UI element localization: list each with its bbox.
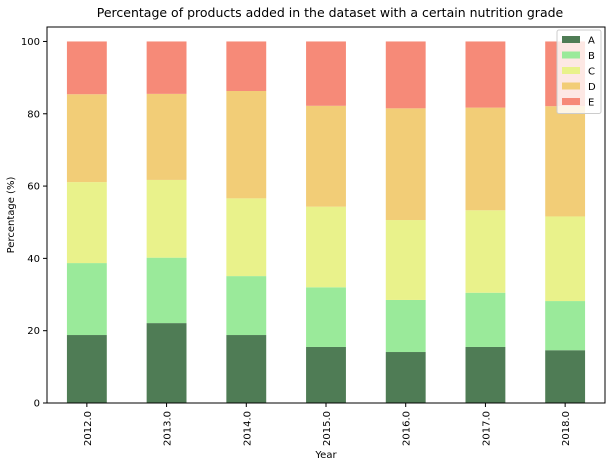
bar-B-2012.0 — [66, 263, 107, 336]
bar-C-2015.0 — [306, 206, 346, 288]
legend-label-A: A — [588, 36, 595, 47]
bar-C-2013.0 — [146, 179, 187, 258]
bar-B-2014.0 — [226, 276, 267, 336]
x-axis-label: Year — [314, 450, 337, 461]
bar-B-2015.0 — [306, 287, 346, 347]
bar-E-2013.0 — [146, 41, 187, 94]
bar-D-2017.0 — [465, 107, 506, 211]
bar-C-2012.0 — [66, 182, 107, 264]
legend-swatch-B — [562, 51, 580, 59]
bar-B-2013.0 — [146, 257, 187, 324]
x-tick-label-2017.0: 2017.0 — [481, 411, 492, 446]
bar-D-2016.0 — [385, 108, 426, 221]
bar-B-2018.0 — [545, 301, 586, 351]
legend-label-B: B — [588, 51, 595, 62]
bar-D-2015.0 — [306, 105, 346, 207]
bar-C-2016.0 — [385, 220, 426, 300]
chart-title: Percentage of products added in the data… — [97, 5, 564, 20]
bar-C-2014.0 — [226, 198, 267, 277]
bar-E-2012.0 — [66, 41, 107, 95]
bar-A-2018.0 — [545, 350, 586, 403]
plot-frame — [46, 26, 606, 404]
bar-A-2013.0 — [146, 323, 187, 403]
bar-C-2018.0 — [545, 216, 586, 302]
bar-A-2012.0 — [66, 335, 107, 403]
legend-swatch-D — [562, 82, 580, 90]
bar-E-2014.0 — [226, 41, 267, 91]
y-tick-label-40: 40 — [27, 254, 40, 265]
axes-layer: 0 20 40 60 80 100 2012.0 2013.0 2014.0 2015.0 2016… — [21, 37, 572, 446]
bar-A-2014.0 — [226, 335, 267, 403]
legend-label-C: C — [588, 67, 595, 78]
legend-label-D: D — [588, 82, 596, 93]
bar-D-2012.0 — [66, 94, 107, 183]
x-tick-label-2016.0: 2016.0 — [402, 411, 413, 446]
y-tick-label-0: 0 — [34, 399, 40, 410]
x-tick-label-2012.0: 2012.0 — [83, 411, 94, 446]
legend-swatch-C — [562, 67, 580, 74]
bars-layer — [66, 41, 586, 403]
x-tick-label-2015.0: 2015.0 — [322, 411, 333, 446]
bar-E-2017.0 — [465, 41, 506, 108]
y-tick-label-60: 60 — [27, 182, 40, 193]
legend-swatch-A — [562, 36, 580, 43]
x-tick-label-2018.0: 2018.0 — [561, 411, 572, 446]
legend-label-E: E — [588, 98, 594, 109]
bar-A-2015.0 — [306, 346, 346, 403]
y-axis-label: Percentage (%) — [6, 177, 17, 254]
bar-A-2017.0 — [465, 346, 506, 403]
x-tick-label-2014.0: 2014.0 — [242, 411, 253, 446]
bar-D-2018.0 — [545, 106, 586, 217]
bar-C-2017.0 — [465, 210, 506, 293]
y-tick-label-20: 20 — [27, 326, 40, 337]
bar-D-2014.0 — [226, 90, 267, 199]
x-tick-label-2013.0: 2013.0 — [163, 411, 174, 446]
y-tick-label-80: 80 — [27, 109, 40, 120]
bar-D-2013.0 — [146, 93, 187, 180]
bar-A-2016.0 — [385, 352, 426, 403]
bar-B-2016.0 — [385, 299, 426, 353]
bar-E-2016.0 — [385, 41, 426, 109]
y-tick-label-100: 100 — [21, 37, 40, 48]
legend-swatch-E — [562, 98, 580, 105]
bar-E-2015.0 — [306, 41, 346, 106]
bar-B-2017.0 — [465, 292, 506, 347]
